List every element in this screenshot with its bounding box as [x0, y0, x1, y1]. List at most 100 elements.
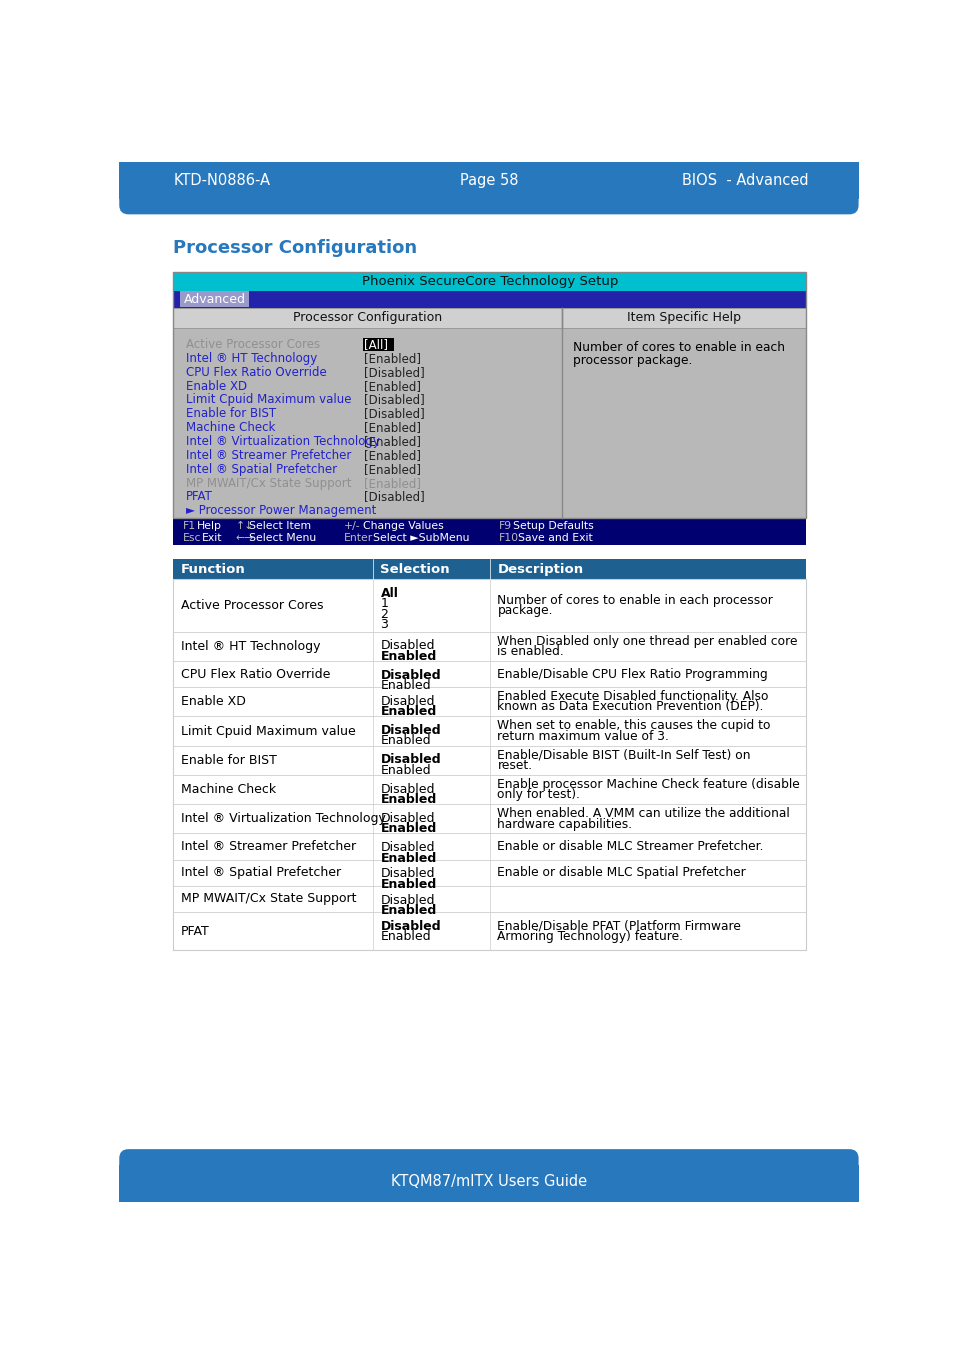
Text: ←→: ←→: [235, 533, 253, 543]
Text: Enabled: Enabled: [380, 852, 436, 864]
Bar: [173, 579, 805, 632]
Bar: [173, 662, 805, 687]
Bar: [173, 886, 805, 913]
Text: [Enabled]: [Enabled]: [364, 448, 420, 462]
Text: Phoenix SecureCore Technology Setup: Phoenix SecureCore Technology Setup: [361, 275, 618, 288]
Text: +/-: +/-: [344, 521, 360, 531]
Text: Enable/Disable CPU Flex Ratio Programming: Enable/Disable CPU Flex Ratio Programmin…: [497, 667, 767, 680]
Text: Enter: Enter: [344, 533, 373, 543]
Bar: [173, 745, 805, 775]
Text: reset.: reset.: [497, 759, 532, 772]
Bar: [173, 273, 805, 290]
Bar: [173, 860, 805, 886]
Text: Exit: Exit: [201, 533, 222, 543]
Text: [Enabled]: [Enabled]: [364, 477, 420, 490]
Text: CPU Flex Ratio Override: CPU Flex Ratio Override: [181, 667, 331, 680]
Text: Intel ® Spatial Prefetcher: Intel ® Spatial Prefetcher: [186, 463, 336, 475]
Text: Disabled: Disabled: [380, 919, 440, 933]
Bar: [173, 559, 805, 579]
Text: [Enabled]: [Enabled]: [364, 435, 420, 448]
Bar: [173, 308, 805, 518]
Text: Disabled: Disabled: [380, 894, 435, 906]
Text: Help: Help: [196, 521, 221, 531]
Text: Page 58: Page 58: [459, 173, 517, 188]
Text: Setup Defaults: Setup Defaults: [512, 521, 593, 531]
Text: Intel ® Spatial Prefetcher: Intel ® Spatial Prefetcher: [181, 867, 341, 879]
Text: [Disabled]: [Disabled]: [364, 490, 424, 504]
Text: Enabled: Enabled: [380, 792, 436, 806]
Text: Enable processor Machine Check feature (disable: Enable processor Machine Check feature (…: [497, 778, 800, 791]
Text: KTD-N0886-A: KTD-N0886-A: [173, 173, 271, 188]
Bar: [173, 687, 805, 717]
Text: [Disabled]: [Disabled]: [364, 393, 424, 406]
Text: Enable XD: Enable XD: [186, 379, 247, 393]
Text: Disabled: Disabled: [380, 811, 435, 825]
Text: Disabled: Disabled: [380, 668, 440, 682]
Text: CPU Flex Ratio Override: CPU Flex Ratio Override: [186, 366, 326, 379]
Bar: [173, 273, 805, 518]
Bar: [179, 292, 249, 306]
Text: Machine Check: Machine Check: [181, 783, 276, 796]
Text: Disabled: Disabled: [380, 753, 440, 767]
Text: [Disabled]: [Disabled]: [364, 408, 424, 420]
Bar: [119, 1165, 858, 1202]
Text: Processor Configuration: Processor Configuration: [293, 310, 442, 324]
Text: Enable/Disable PFAT (Platform Firmware: Enable/Disable PFAT (Platform Firmware: [497, 919, 740, 933]
FancyBboxPatch shape: [119, 1149, 858, 1211]
Text: is enabled.: is enabled.: [497, 645, 563, 657]
Text: ↑↓: ↑↓: [235, 521, 253, 531]
Text: Select Item: Select Item: [249, 521, 311, 531]
Text: Enabled: Enabled: [380, 734, 431, 748]
Text: Intel ® Streamer Prefetcher: Intel ® Streamer Prefetcher: [181, 840, 356, 853]
Text: Disabled: Disabled: [380, 841, 435, 855]
Text: Enabled: Enabled: [380, 679, 431, 693]
Bar: [173, 717, 805, 745]
Text: All: All: [380, 587, 398, 599]
Bar: [173, 805, 805, 833]
FancyBboxPatch shape: [119, 153, 858, 215]
Text: When enabled. A VMM can utilize the additional: When enabled. A VMM can utilize the addi…: [497, 807, 789, 819]
Text: Esc: Esc: [183, 533, 201, 543]
Text: Active Processor Cores: Active Processor Cores: [181, 599, 323, 612]
Text: Enable for BIST: Enable for BIST: [186, 408, 275, 420]
Text: ► Processor Power Management: ► Processor Power Management: [186, 505, 375, 517]
Text: Description: Description: [497, 563, 583, 576]
Text: F10: F10: [498, 533, 518, 543]
Text: Enabled Execute Disabled functionality. Also: Enabled Execute Disabled functionality. …: [497, 690, 768, 703]
Text: MP MWAIT/Cx State Support: MP MWAIT/Cx State Support: [186, 477, 351, 490]
Text: Disabled: Disabled: [380, 640, 435, 652]
Bar: [362, 339, 394, 351]
Text: Processor Configuration: Processor Configuration: [173, 239, 417, 256]
Text: Enabled: Enabled: [380, 930, 431, 944]
Bar: [173, 913, 805, 950]
Text: Change Values: Change Values: [362, 521, 443, 531]
Text: When set to enable, this causes the cupid to: When set to enable, this causes the cupi…: [497, 720, 770, 732]
Text: Enable or disable MLC Streamer Prefetcher.: Enable or disable MLC Streamer Prefetche…: [497, 840, 763, 853]
Text: Intel ® Streamer Prefetcher: Intel ® Streamer Prefetcher: [186, 448, 351, 462]
Text: [Disabled]: [Disabled]: [364, 366, 424, 379]
Bar: [173, 290, 805, 308]
Text: hardware capabilities.: hardware capabilities.: [497, 818, 632, 830]
Text: Disabled: Disabled: [380, 724, 440, 737]
Text: Select Menu: Select Menu: [249, 533, 316, 543]
Text: Enabled: Enabled: [380, 649, 436, 663]
Text: return maximum value of 3.: return maximum value of 3.: [497, 730, 669, 742]
Text: [All]: [All]: [364, 338, 388, 351]
Text: Active Processor Cores: Active Processor Cores: [186, 338, 319, 351]
Text: [Enabled]: [Enabled]: [364, 379, 420, 393]
Text: Function: Function: [181, 563, 246, 576]
Text: Disabled: Disabled: [380, 867, 435, 880]
Text: only for test).: only for test).: [497, 788, 579, 802]
Text: Advanced: Advanced: [183, 293, 245, 305]
Text: F9: F9: [498, 521, 512, 531]
Bar: [119, 162, 858, 198]
Text: When Disabled only one thread per enabled core: When Disabled only one thread per enable…: [497, 634, 797, 648]
Text: PFAT: PFAT: [186, 490, 213, 504]
Text: Intel ® HT Technology: Intel ® HT Technology: [181, 640, 320, 653]
Text: Enable or disable MLC Spatial Prefetcher: Enable or disable MLC Spatial Prefetcher: [497, 867, 745, 879]
Text: Intel ® Virtualization Technology: Intel ® Virtualization Technology: [186, 435, 379, 448]
Text: Enabled: Enabled: [380, 904, 436, 917]
Text: Enable for BIST: Enable for BIST: [181, 753, 276, 767]
Bar: [173, 308, 805, 328]
Text: Select ►SubMenu: Select ►SubMenu: [373, 533, 470, 543]
